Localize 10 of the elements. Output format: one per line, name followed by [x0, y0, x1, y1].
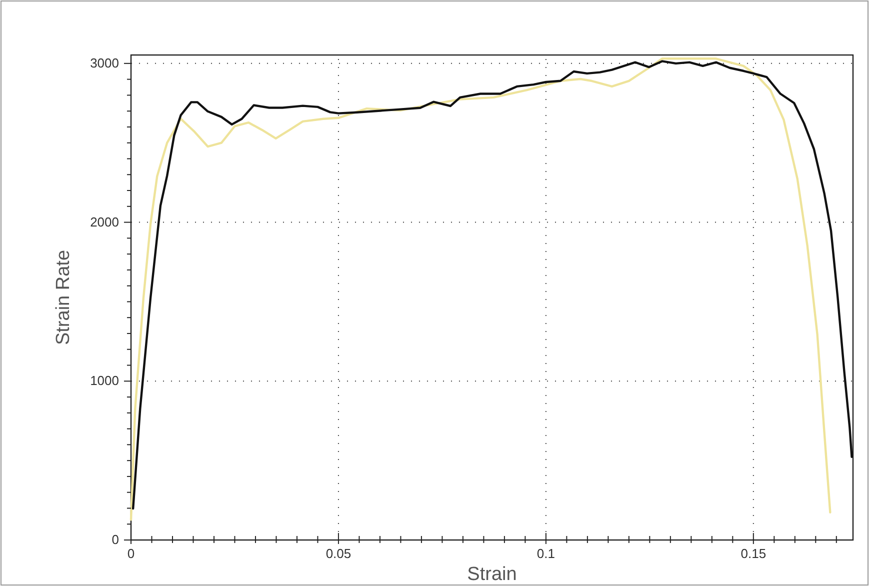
x-tick-label: 0: [127, 546, 135, 561]
x-tick-label: 0.1: [536, 546, 555, 561]
y-axis-title: Strain Rate: [53, 250, 74, 346]
x-tick-label: 0.05: [326, 546, 352, 561]
x-axis-title: Strain: [467, 564, 517, 585]
y-tick-label: 3000: [90, 55, 119, 70]
y-tick-label: 0: [112, 532, 119, 547]
x-tick-label: 0.15: [740, 546, 766, 561]
y-tick-label: 2000: [90, 214, 119, 230]
y-tick-label: 1000: [90, 373, 119, 388]
